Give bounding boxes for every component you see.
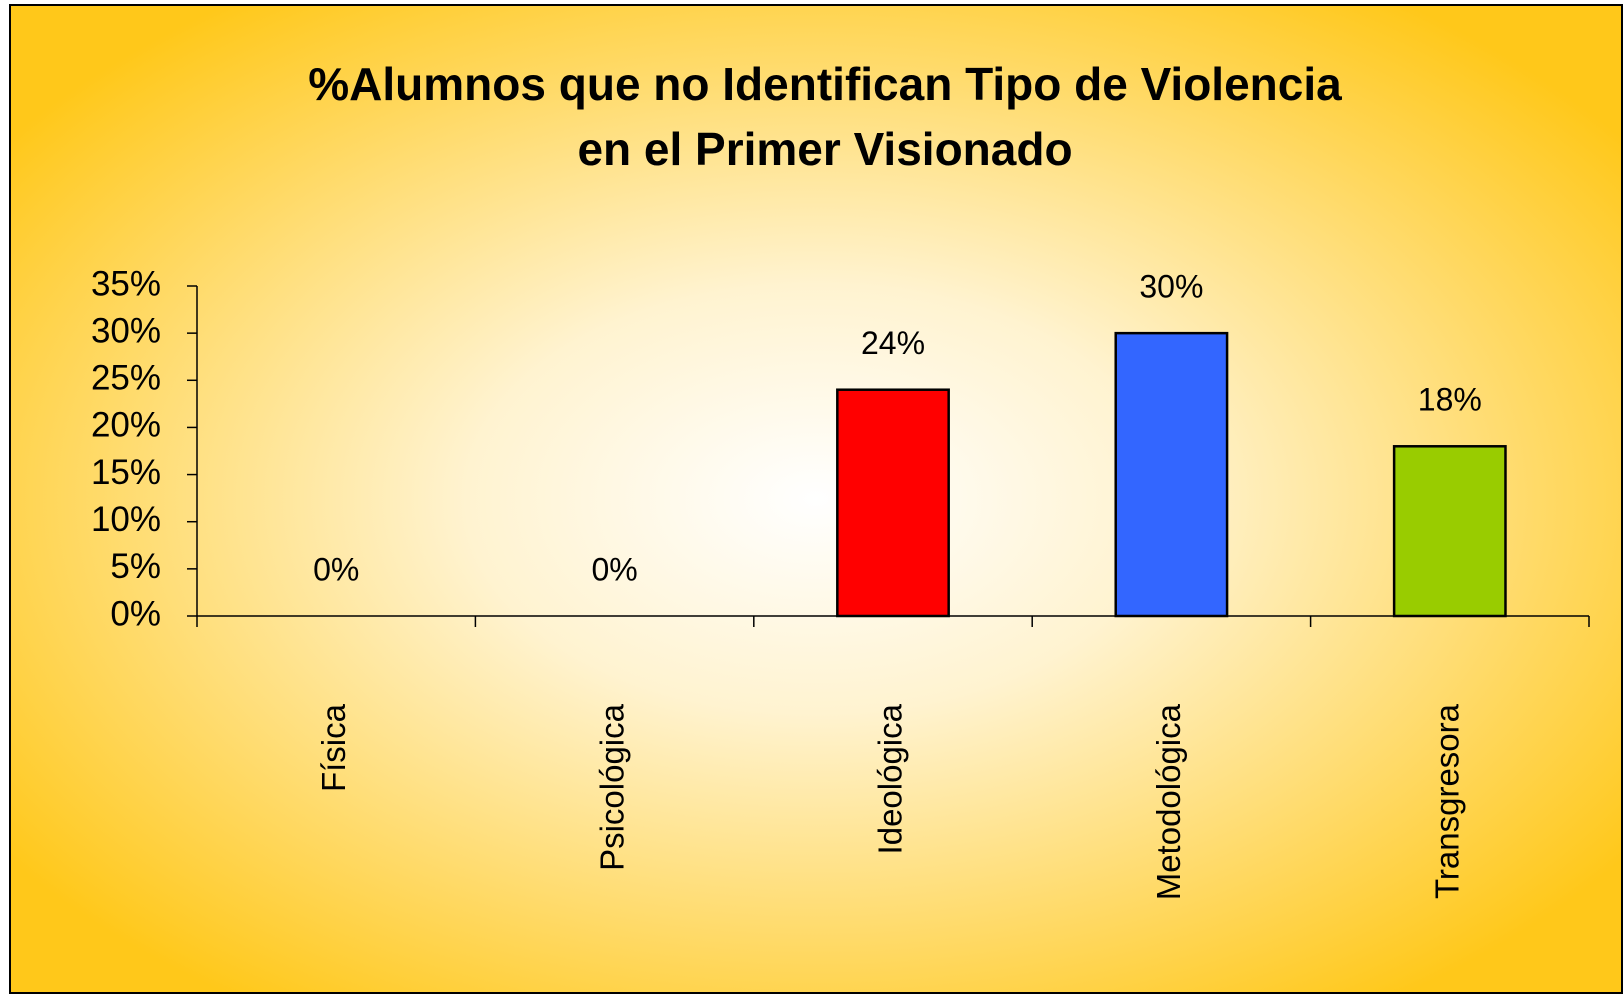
bar: [1392, 445, 1507, 618]
x-tick-label: Metodológica: [1150, 703, 1187, 900]
chart-background: [9, 4, 1623, 994]
y-tick-label: 5%: [110, 547, 161, 586]
x-tick-label: Ideológica: [872, 703, 909, 854]
value-label: 24%: [861, 325, 925, 361]
x-tick-label: Física: [315, 703, 352, 792]
value-label: 0%: [591, 551, 637, 587]
y-tick-label: 15%: [91, 453, 161, 492]
y-tick-label: 25%: [91, 359, 161, 398]
value-label: 0%: [313, 551, 359, 587]
value-label: 30%: [1139, 269, 1203, 305]
x-tick-label: Psicológica: [593, 703, 630, 871]
y-tick-label: 0%: [110, 594, 161, 633]
chart-title: %Alumnos que no Identifican Tipo de Viol…: [308, 58, 1342, 110]
bar: [836, 388, 950, 618]
bar: [1114, 331, 1229, 618]
y-tick-label: 35%: [91, 264, 161, 303]
y-tick-label: 10%: [91, 500, 161, 539]
chart-title: en el Primer Visionado: [577, 123, 1072, 175]
value-label: 18%: [1418, 382, 1482, 418]
y-tick-label: 30%: [91, 311, 161, 350]
x-tick-label: Transgresora: [1429, 703, 1466, 899]
y-tick-label: 20%: [91, 406, 161, 445]
